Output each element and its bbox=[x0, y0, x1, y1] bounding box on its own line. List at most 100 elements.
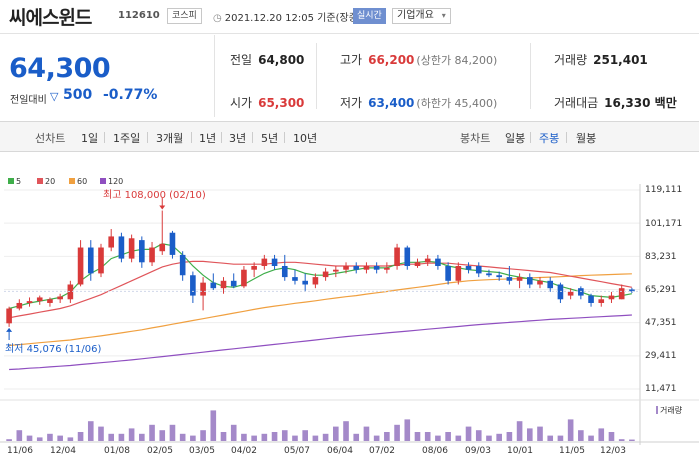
volume-bar bbox=[547, 435, 554, 441]
tab-3m[interactable]: 3개월 bbox=[156, 132, 184, 145]
volume-bar bbox=[567, 419, 574, 441]
volume-bar bbox=[230, 424, 237, 441]
volume-bar bbox=[414, 432, 421, 441]
volume-bar bbox=[169, 424, 176, 441]
volume-bar bbox=[588, 435, 594, 441]
volume-bar bbox=[16, 430, 23, 441]
tab-3y[interactable]: 3년 bbox=[229, 132, 247, 145]
y-tick-label: 119,111 bbox=[645, 185, 683, 195]
candle-body bbox=[98, 247, 104, 274]
volume-bar bbox=[128, 428, 135, 441]
x-tick-label: 04/02 bbox=[231, 446, 257, 456]
candle-body bbox=[486, 273, 492, 276]
legend-label: 5 bbox=[16, 177, 22, 186]
legend-ma20: 20 bbox=[37, 177, 55, 186]
x-tick-label: 06/04 bbox=[327, 446, 353, 456]
candle-body bbox=[190, 275, 196, 296]
high-value: 66,200 bbox=[368, 53, 415, 67]
volume-bar bbox=[465, 426, 472, 441]
candle-body bbox=[567, 291, 574, 296]
stock-name: 씨에스윈드 bbox=[9, 7, 92, 29]
candle-body bbox=[261, 258, 268, 267]
divider bbox=[284, 132, 285, 143]
x-tick-label: 10/01 bbox=[507, 446, 533, 456]
volume-bar bbox=[261, 433, 268, 441]
tab-1d[interactable]: 1일 bbox=[81, 132, 99, 145]
amount-value: 16,330 백만 bbox=[604, 96, 677, 110]
volume-bar bbox=[271, 432, 278, 441]
volume-bar bbox=[159, 430, 166, 441]
divider bbox=[530, 132, 531, 143]
y-tick-label: 101,171 bbox=[645, 219, 683, 229]
stock-code: 112610 bbox=[118, 10, 160, 21]
candle-body bbox=[404, 247, 411, 267]
volume-bar bbox=[210, 410, 217, 441]
legend-label: 120 bbox=[108, 177, 124, 186]
volume-bar bbox=[384, 432, 390, 441]
volume-bar bbox=[608, 432, 615, 441]
candle-body bbox=[6, 308, 12, 324]
chart-period-tabs: 선차트 1일 1주일 3개월 1년 3년 5년 10년 봉차트 일봉 주봉 월봉 bbox=[0, 121, 699, 152]
x-tick-label: 11/06 bbox=[7, 446, 33, 456]
volume-bar bbox=[373, 435, 380, 441]
candle-body bbox=[506, 277, 513, 281]
candle-body bbox=[363, 266, 370, 270]
y-tick-label: 65,291 bbox=[645, 285, 677, 295]
candle-body bbox=[271, 258, 278, 267]
volume-bar bbox=[629, 439, 635, 441]
ma20-line bbox=[8, 260, 633, 319]
y-tick-label: 29,411 bbox=[645, 351, 677, 361]
candle-body bbox=[139, 240, 145, 263]
x-tick-label: 01/08 bbox=[104, 446, 130, 456]
lower-limit: (하한가 45,400) bbox=[416, 97, 498, 110]
candle-body bbox=[26, 301, 33, 303]
volume-bar bbox=[363, 426, 370, 441]
candlestick-chart[interactable] bbox=[0, 180, 699, 446]
candle-body bbox=[384, 267, 390, 270]
divider bbox=[316, 43, 317, 109]
volume-bar bbox=[302, 430, 308, 441]
x-tick-label: 11/05 bbox=[559, 446, 585, 456]
tab-monthly[interactable]: 월봉 bbox=[576, 132, 597, 145]
volume-bar bbox=[312, 435, 319, 441]
company-info-dropdown[interactable]: 기업개요 ▾ bbox=[392, 8, 451, 24]
candle-body bbox=[516, 277, 523, 281]
candle-body bbox=[394, 247, 400, 267]
open-label: 시가 bbox=[230, 96, 253, 110]
candle-body bbox=[475, 266, 482, 274]
timestamp: ◷ 2021.12.20 12:05 기준(장중) bbox=[213, 9, 362, 24]
candle-body bbox=[292, 277, 298, 281]
tab-1y[interactable]: 1년 bbox=[199, 132, 217, 145]
volume-swatch bbox=[656, 406, 658, 414]
low-label: 저가 bbox=[340, 96, 363, 110]
volume-bar bbox=[516, 421, 523, 441]
ma120-line bbox=[9, 314, 632, 371]
realtime-badge[interactable]: 실시간 bbox=[353, 8, 386, 24]
legend-label: 20 bbox=[45, 177, 56, 186]
x-tick-label: 12/03 bbox=[600, 446, 626, 456]
stock-header: 씨에스윈드 112610 코스피 ◷ 2021.12.20 12:05 기준(장중… bbox=[0, 0, 699, 34]
tab-10y[interactable]: 10년 bbox=[293, 132, 318, 145]
volume-bar bbox=[353, 433, 360, 441]
volume-bar bbox=[404, 419, 411, 441]
candle-body bbox=[465, 266, 472, 270]
tab-1w[interactable]: 1주일 bbox=[113, 132, 141, 145]
prev-close: 전일 64,800 bbox=[230, 51, 304, 68]
tab-daily[interactable]: 일봉 bbox=[505, 132, 526, 145]
tab-weekly[interactable]: 주봉 bbox=[539, 132, 560, 145]
x-tick-label: 08/06 bbox=[422, 446, 448, 456]
candle-body bbox=[496, 275, 502, 278]
x-tick-label: 03/05 bbox=[189, 446, 215, 456]
volume-bar bbox=[87, 421, 94, 441]
tab-5y[interactable]: 5년 bbox=[261, 132, 279, 145]
volume-bar bbox=[578, 430, 584, 441]
y-tick-label: 47,351 bbox=[645, 318, 677, 328]
volume-bar bbox=[36, 437, 43, 441]
volume-bar bbox=[526, 428, 533, 441]
divider bbox=[252, 132, 253, 143]
change-percent: -0.77% bbox=[103, 87, 158, 103]
line-chart-label: 선차트 bbox=[35, 132, 66, 145]
volume-bar bbox=[598, 428, 605, 441]
market-badge: 코스피 bbox=[167, 8, 202, 24]
candle-body bbox=[118, 236, 125, 259]
